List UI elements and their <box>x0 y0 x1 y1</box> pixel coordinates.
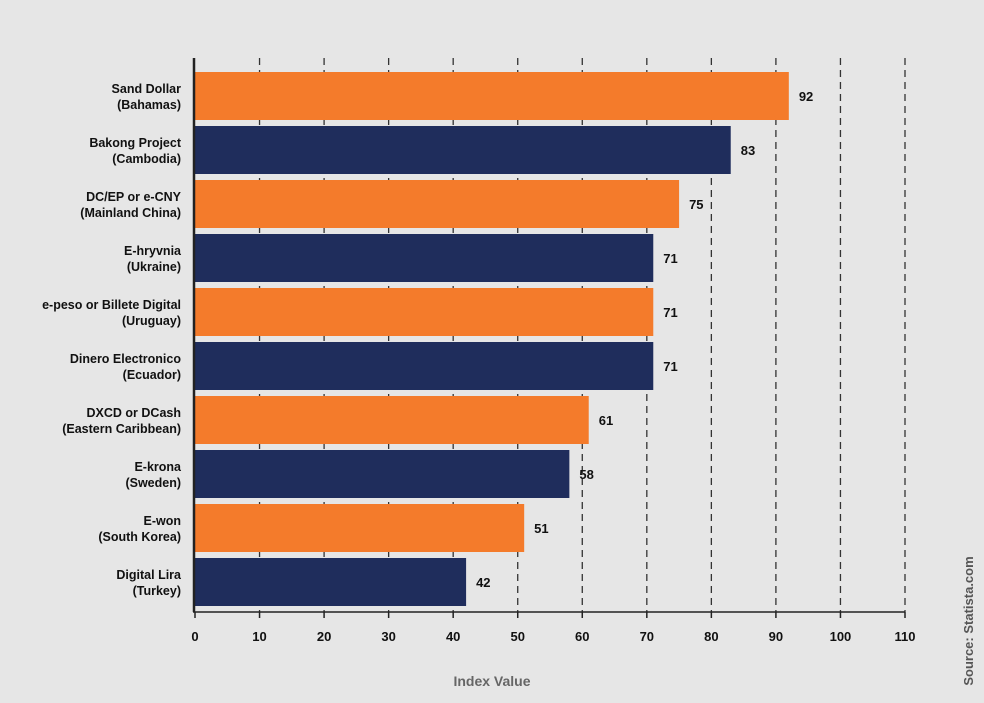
x-axis-title: Index Value <box>453 673 530 689</box>
bar <box>195 126 731 174</box>
x-tick-label: 90 <box>769 629 783 644</box>
x-tick-label: 110 <box>895 629 916 644</box>
category-label: E-hryvnia (Ukraine) <box>124 244 182 274</box>
x-tick-label: 50 <box>510 629 524 644</box>
source-note: Source: Statista.com <box>961 556 976 685</box>
bar <box>195 234 654 282</box>
x-tick-label: 0 <box>191 629 198 644</box>
bar-value-label: 83 <box>741 143 755 158</box>
bar-value-label: 51 <box>534 521 548 536</box>
x-axis-ticks: 0 10 20 30 40 50 60 70 80 90 100 110 <box>191 612 915 644</box>
category-label: E-won (South Korea) <box>98 514 181 544</box>
x-tick-label: 20 <box>317 629 331 644</box>
bar-value-label: 92 <box>799 89 813 104</box>
bar <box>195 342 654 390</box>
bars <box>195 72 789 606</box>
bar <box>195 288 654 336</box>
category-label: Digital Lira (Turkey) <box>116 568 182 598</box>
x-tick-label: 80 <box>704 629 718 644</box>
category-label: Sand Dollar (Bahamas) <box>112 82 182 112</box>
value-labels: 92 83 75 71 71 71 61 58 51 42 <box>476 89 813 590</box>
x-tick-label: 30 <box>381 629 395 644</box>
bar <box>195 504 525 552</box>
bar-value-label: 71 <box>663 359 677 374</box>
bar <box>195 72 789 120</box>
bar-value-label: 75 <box>689 197 703 212</box>
bar <box>195 558 467 606</box>
x-tick-label: 70 <box>640 629 654 644</box>
x-tick-label: 40 <box>446 629 460 644</box>
bar-value-label: 58 <box>579 467 593 482</box>
bar <box>195 450 570 498</box>
category-label: DXCD or DCash (Eastern Caribbean) <box>62 406 181 436</box>
category-label: Dinero Electronico (Ecuador) <box>70 352 181 382</box>
category-label: DC/EP or e-CNY (Mainland China) <box>80 190 181 220</box>
bar-value-label: 71 <box>663 251 677 266</box>
x-tick-label: 10 <box>252 629 266 644</box>
x-tick-label: 60 <box>575 629 589 644</box>
bar <box>195 180 680 228</box>
bar <box>195 396 589 444</box>
x-tick-label: 100 <box>830 629 852 644</box>
bar-value-label: 61 <box>599 413 613 428</box>
category-label: Bakong Project (Cambodia) <box>89 136 182 166</box>
bar-value-label: 42 <box>476 575 490 590</box>
bar-value-label: 71 <box>663 305 677 320</box>
category-label: E-krona (Sweden) <box>125 460 182 490</box>
category-labels: Sand Dollar (Bahamas) Bakong Project (Cambo… <box>42 82 182 598</box>
category-label: e-peso or Billete Digital (Uruguay) <box>42 298 181 328</box>
